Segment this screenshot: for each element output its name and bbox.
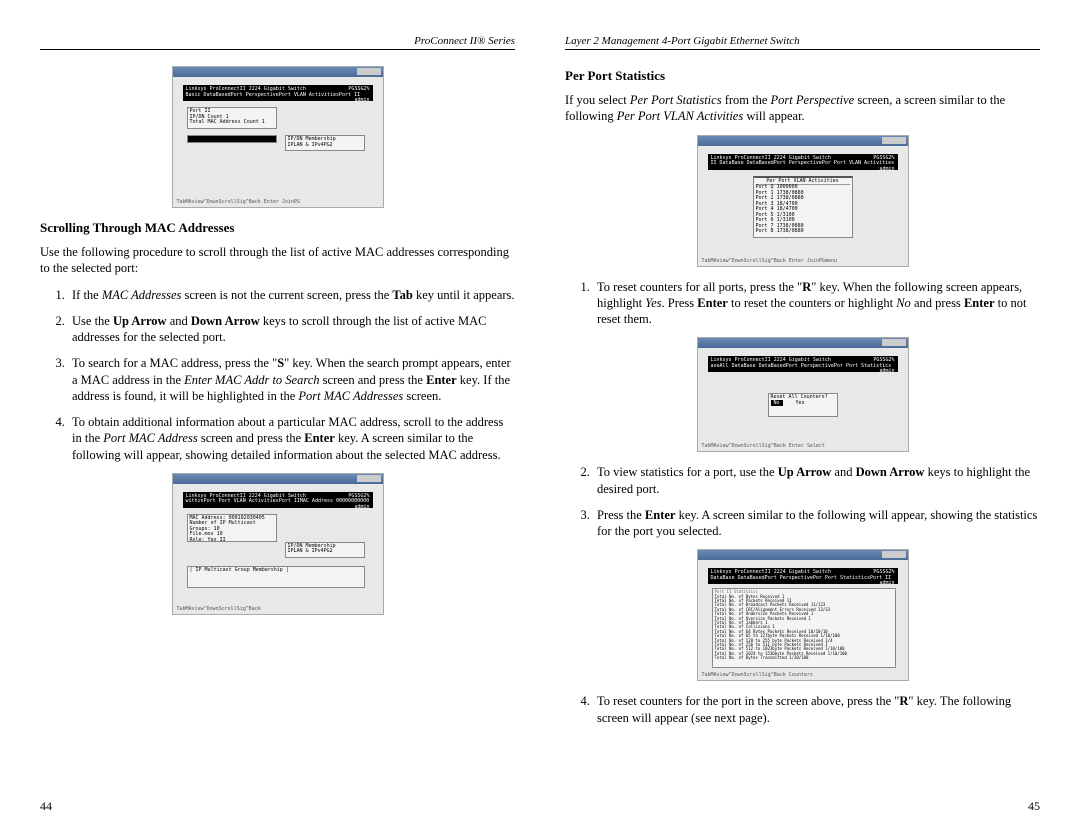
step-2: To view statistics for a port, use the U…: [593, 464, 1040, 497]
step-3: To search for a MAC address, press the "…: [68, 355, 515, 404]
page-left: ProConnect II® Series Linksys ProConnect…: [40, 35, 515, 814]
box-line: Total MAC Address Count 1: [190, 120, 274, 126]
header-left: ProConnect II® Series: [40, 35, 515, 50]
intro-text: Use the following procedure to scroll th…: [40, 244, 515, 277]
port-table: Per Port VLAN Activities Port Q 1000000 …: [753, 176, 853, 238]
titlebar-icon: [173, 67, 383, 77]
terminal-header: Linksys ProConnectII 2224 Gigabit Switch…: [183, 85, 373, 101]
terminal-header: Linksys ProConnectII 2224 Gigabit Switch…: [708, 356, 898, 372]
screenshot-port-stats-list: Linksys ProConnectII 2224 Gigabit Switch…: [697, 135, 909, 267]
terminal-header: Linksys ProConnectII 2224 Gigabit Switch…: [708, 568, 898, 584]
stats-detail-box: Port II Statistics Total No. of Bytes Re…: [712, 588, 896, 668]
titlebar-icon: [698, 550, 908, 560]
box-line: IPLAN & IPv4PG2: [288, 549, 362, 555]
term-role: admin: [354, 505, 369, 508]
page-number-left: 44: [40, 799, 52, 814]
screenshot-mac-activities: Linksys ProConnectII 2224 Gigabit Switch…: [172, 66, 384, 208]
box-line: Role: Yes II: [190, 538, 274, 542]
intro-text-right: If you select Per Port Statistics from t…: [565, 92, 1040, 125]
step-1: To reset counters for all ports, press t…: [593, 279, 1040, 328]
page-right: Layer 2 Management 4-Port Gigabit Ethern…: [565, 35, 1040, 814]
section-title-perport: Per Port Statistics: [565, 68, 1040, 84]
header-right: Layer 2 Management 4-Port Gigabit Ethern…: [565, 35, 1040, 50]
membership-box: IP/DN Membership IPLAN & IPv4PG2: [285, 135, 365, 151]
titlebar-icon: [698, 136, 908, 146]
step-3: Press the Enter key. A screen similar to…: [593, 507, 1040, 540]
box-line: | IP Multicast Group Membership |: [190, 568, 362, 574]
reset-dialog: Reset All Counters? No Yes: [768, 393, 838, 417]
term-title2: withinPort Port VLAN ActivitiesPort IIMA…: [186, 498, 370, 504]
steps-list-right-cont: To view statistics for a port, use the U…: [565, 464, 1040, 539]
screenshot-port-stats-detail: Linksys ProConnectII 2224 Gigabit Switch…: [697, 549, 909, 681]
step-1: If the MAC Addresses screen is not the c…: [68, 287, 515, 303]
status-bar: TabMAview^DownScrollSig^Back: [177, 606, 379, 612]
titlebar-icon: [698, 338, 908, 348]
port-info-box: Port II IP/DN Count 1 Total MAC Address …: [187, 107, 277, 129]
terminal-header: Linksys ProConnectII 2224 Gigabit Switch…: [708, 154, 898, 170]
mac-detail-box: MAC Address: 000102030405 Number of IP M…: [187, 514, 277, 542]
status-bar: TabMAview^DownScrollSig^Back Enter Selec…: [702, 443, 904, 449]
titlebar-icon: [173, 474, 383, 484]
box-line: IPLAN & IPv4PG2: [288, 143, 362, 149]
content-right: Per Port Statistics If you select Per Po…: [565, 60, 1040, 814]
status-bar: TabMAview^DownScrollSig^Back Enter JoinP…: [702, 258, 904, 264]
page-number-right: 45: [1028, 799, 1040, 814]
stat-line: Total No. of Bytes Transmitted 1/10/100: [715, 656, 893, 660]
step-4: To reset counters for the port in the sc…: [593, 693, 1040, 726]
steps-list-right-end: To reset counters for the port in the sc…: [565, 693, 1040, 726]
steps-list-right: To reset counters for all ports, press t…: [565, 279, 1040, 328]
step-2: Use the Up Arrow and Down Arrow keys to …: [68, 313, 515, 346]
steps-list-left: If the MAC Addresses screen is not the c…: [40, 287, 515, 463]
term-role: admin: [354, 98, 369, 101]
step-4: To obtain additional information about a…: [68, 414, 515, 463]
status-bar: TabMAview^DownScrollSig^Back Counters: [702, 672, 904, 678]
highlight-row: [187, 135, 277, 143]
status-bar: TabMAview^DownScrollSig^Back Enter JoinP…: [177, 199, 379, 205]
table-row: Port 8 1738/0880: [756, 229, 850, 235]
term-title2: Basic DataBasedPort PerspectivePort VLAN…: [186, 92, 361, 98]
membership-box: IP/DN Membership IPLAN & IPv4PG2: [285, 542, 365, 558]
screenshot-mac-detail: Linksys ProConnectII 2224 Gigabit Switch…: [172, 473, 384, 615]
content-left: Linksys ProConnectII 2224 Gigabit Switch…: [40, 60, 515, 814]
section-title-scrolling: Scrolling Through MAC Addresses: [40, 220, 515, 236]
option-yes: Yes: [796, 400, 805, 406]
terminal-header: Linksys ProConnectII 2224 Gigabit Switch…: [183, 492, 373, 508]
option-no: No: [771, 400, 783, 406]
multicast-box: | IP Multicast Group Membership |: [187, 566, 365, 588]
screenshot-reset-dialog: Linksys ProConnectII 2224 Gigabit Switch…: [697, 337, 909, 452]
